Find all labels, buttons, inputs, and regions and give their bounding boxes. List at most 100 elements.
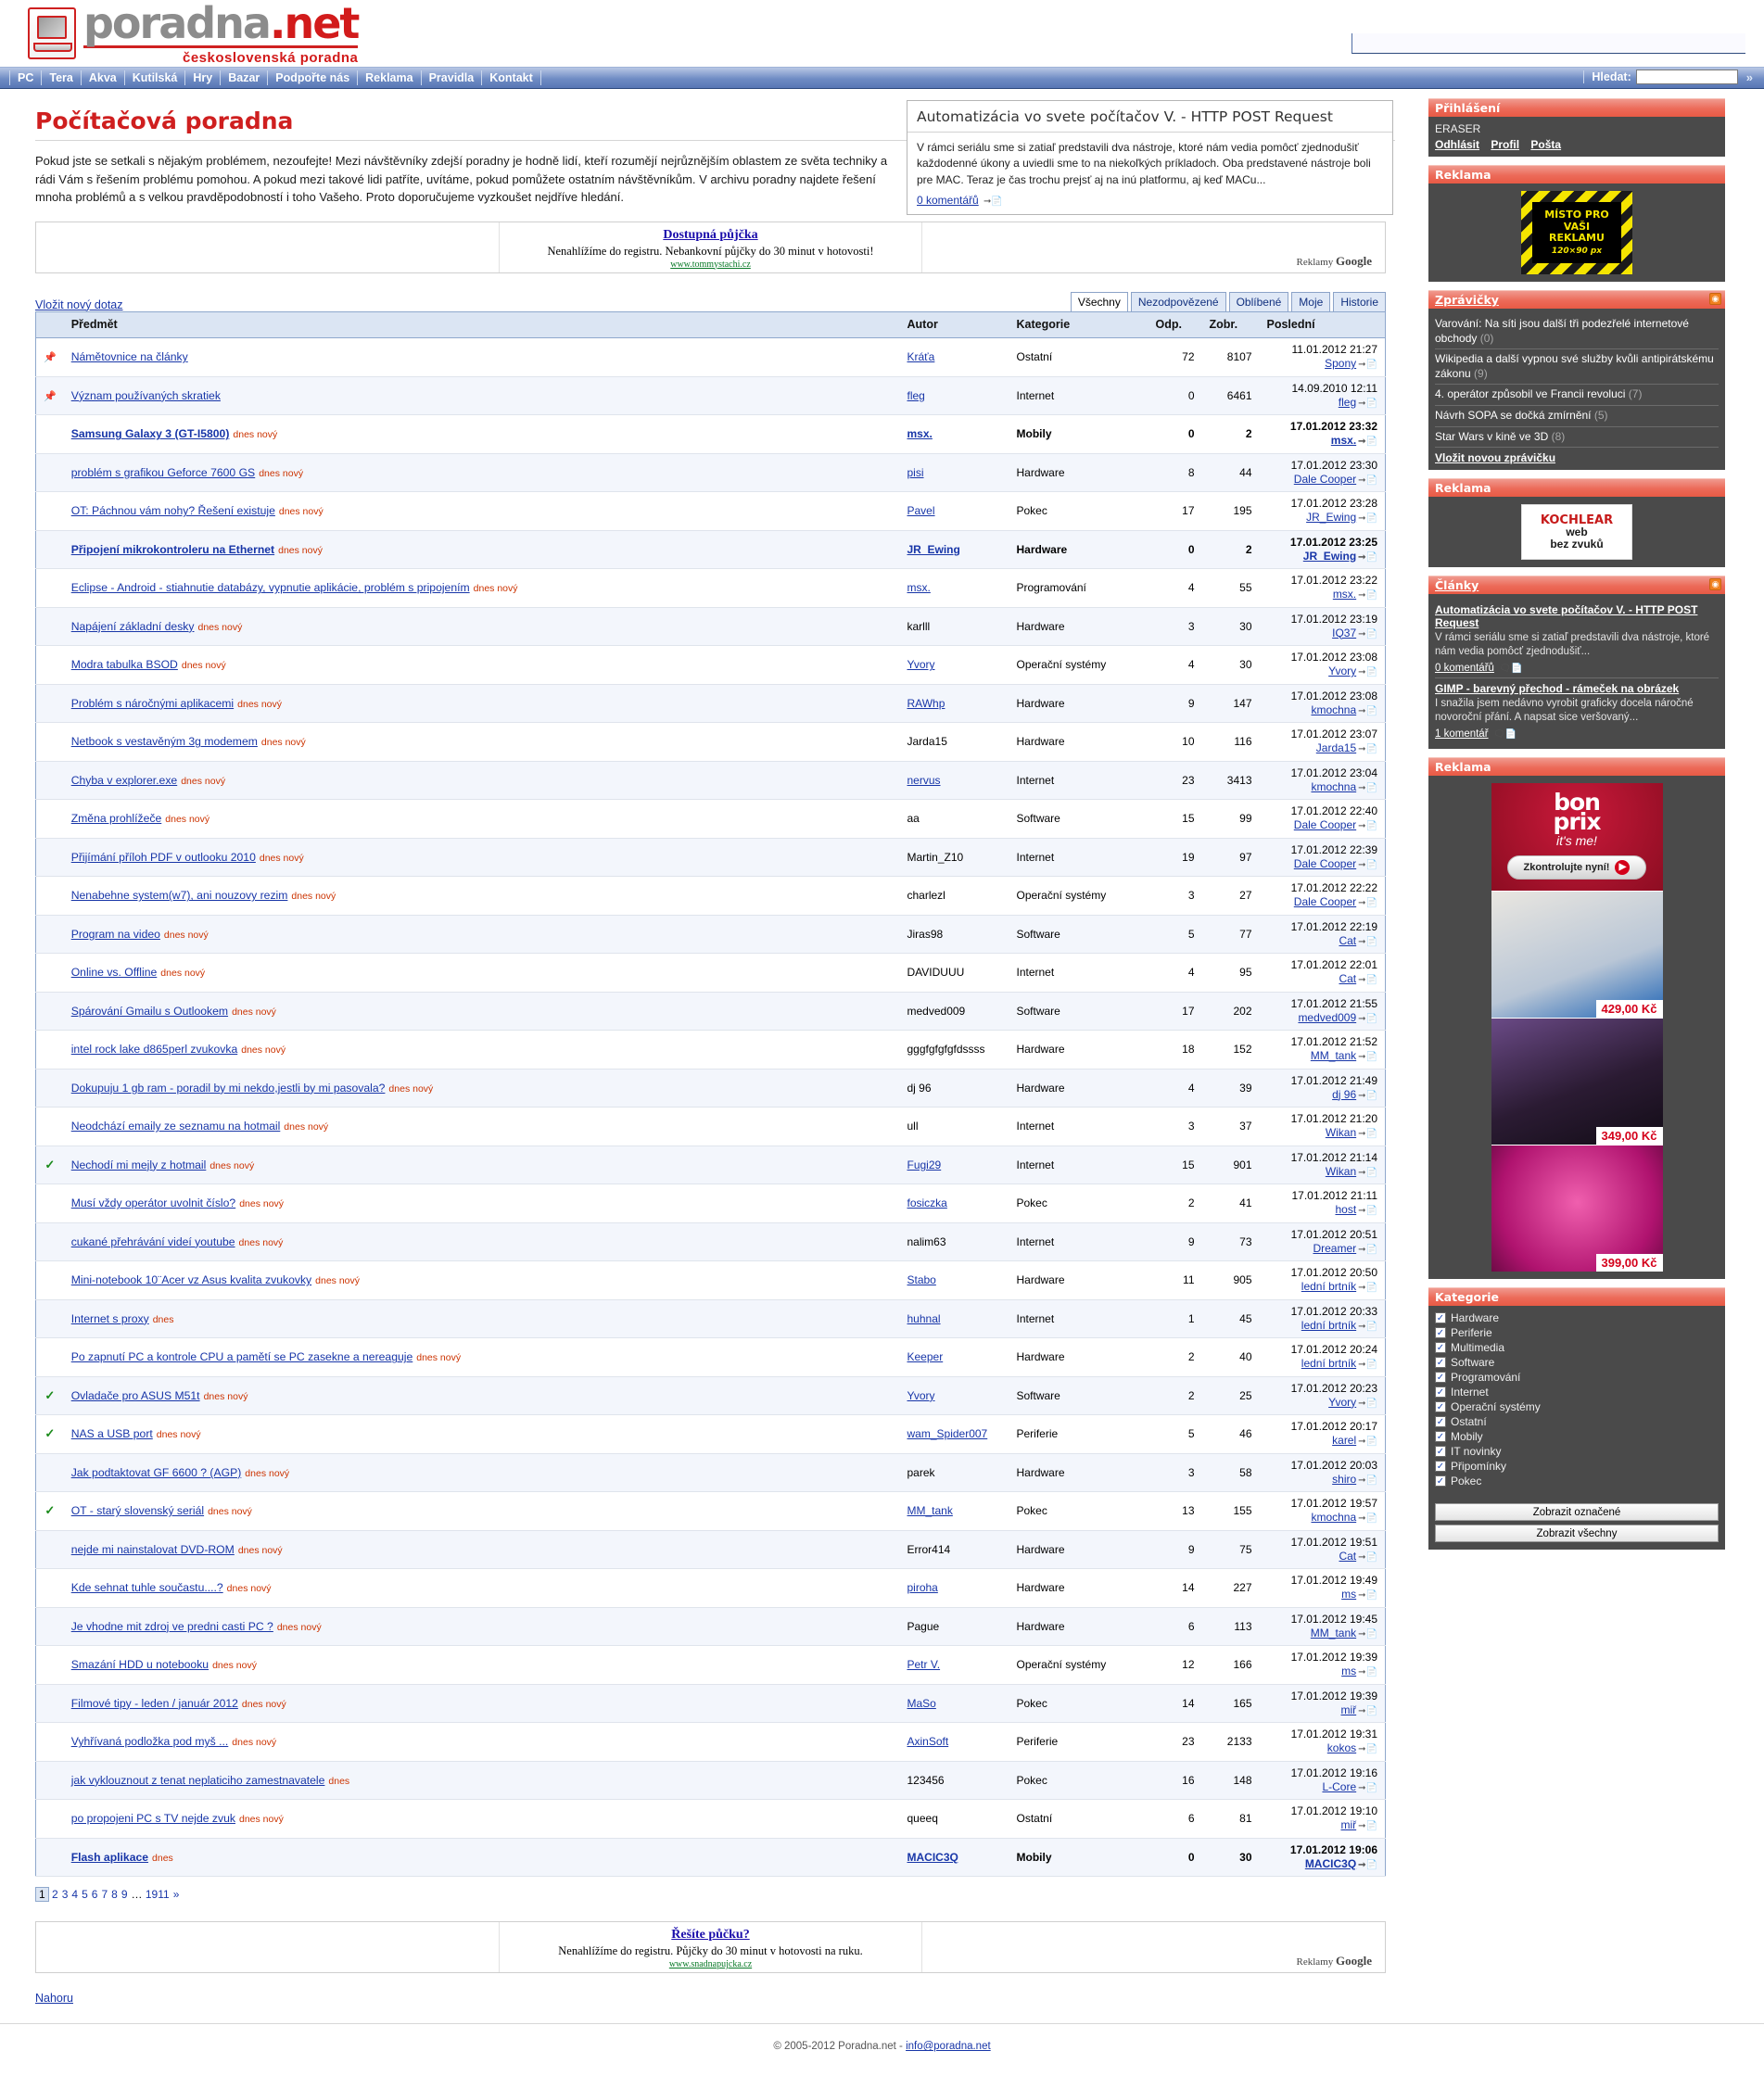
- topic-subject-cell[interactable]: Netbook s vestavěným 3g modemem dnes nový: [63, 722, 900, 762]
- search-submit-button[interactable]: »: [1745, 70, 1753, 84]
- topic-last-user-link[interactable]: L-Core: [1322, 1779, 1357, 1793]
- site-logo[interactable]: poradna.net československá poradna: [28, 0, 1764, 67]
- article-item-title[interactable]: GIMP - barevný přechod - rámeček na obrá…: [1435, 682, 1680, 696]
- topic-subject-cell[interactable]: Je vhodne mit zdroj ve predni casti PC ?…: [63, 1607, 900, 1647]
- table-row[interactable]: ✓ Ovladače pro ASUS M51t dnes nový Yvory Sof…: [35, 1376, 1386, 1416]
- goto-post-icon[interactable]: ➞📄: [1358, 360, 1377, 371]
- table-row[interactable]: intel rock lake d865perl zvukovka dnes no…: [35, 1030, 1386, 1070]
- topic-subject-link[interactable]: Musí vždy operátor uvolnit číslo?: [70, 1196, 236, 1210]
- table-row[interactable]: Smazání HDD u notebooku dnes nový Petr V. O…: [35, 1645, 1386, 1685]
- goto-post-icon[interactable]: ➞📄: [1358, 936, 1377, 947]
- featured-article-comments-link[interactable]: 0 komentářů: [917, 194, 979, 208]
- goto-post-icon[interactable]: ➞📄: [1358, 1206, 1377, 1217]
- topic-subject-cell[interactable]: Program na video dnes nový: [63, 915, 900, 955]
- topic-author-cell[interactable]: msx.: [899, 568, 1009, 608]
- topic-subject-cell[interactable]: Nechodí mi mejly z hotmail dnes nový: [63, 1146, 900, 1185]
- col-subject[interactable]: Předmět: [63, 311, 900, 339]
- topic-last-user-link[interactable]: kmochna: [1311, 1511, 1357, 1525]
- topic-subject-link[interactable]: cukané přehrávání videí youtube: [70, 1234, 235, 1248]
- goto-post-icon[interactable]: ➞📄: [1358, 1129, 1377, 1140]
- topic-subject-link[interactable]: Změna prohlížeče: [70, 812, 162, 826]
- topic-subject-cell[interactable]: Samsung Galaxy 3 (GT-I5800) dnes nový: [63, 414, 900, 454]
- topic-subject-cell[interactable]: Vyhřívaná podložka pod myš ... dnes nový: [63, 1722, 900, 1762]
- topic-subject-link[interactable]: Jak podtaktovat GF 6600 ? (AGP): [70, 1465, 242, 1479]
- topic-author-cell[interactable]: Stabo: [899, 1260, 1009, 1300]
- topic-subject-link[interactable]: Význam používaných skratiek: [70, 388, 221, 402]
- table-row[interactable]: Eclipse - Android - stiahnutie databázy,…: [35, 568, 1386, 608]
- goto-post-icon[interactable]: ➞📄: [1358, 437, 1377, 448]
- search-input[interactable]: [1635, 70, 1738, 84]
- table-row[interactable]: nejde mi nainstalovat DVD-ROM dnes nový Er…: [35, 1530, 1386, 1570]
- table-row[interactable]: Mini-notebook 10¨Acer vz Asus kvalita zv…: [35, 1260, 1386, 1300]
- tab-vsechny[interactable]: Všechny: [1070, 291, 1128, 311]
- topic-subject-link[interactable]: Internet s proxy: [70, 1311, 149, 1325]
- topic-subject-cell[interactable]: po propojeni PC s TV nejde zvuk dnes nový: [63, 1799, 900, 1839]
- pagination-last-page[interactable]: 1911: [145, 1888, 170, 1902]
- topic-last-user-link[interactable]: host: [1335, 1203, 1357, 1217]
- goto-post-icon[interactable]: ➞📄: [1358, 667, 1377, 678]
- back-to-top-link[interactable]: Nahoru: [35, 1992, 73, 2006]
- table-row[interactable]: Musí vždy operátor uvolnit číslo? dnes no…: [35, 1184, 1386, 1223]
- table-row[interactable]: Program na video dnes nový Jiras98 Software…: [35, 915, 1386, 955]
- topic-author-link[interactable]: piroha: [907, 1581, 938, 1595]
- goto-post-icon[interactable]: ➞📄: [1358, 1590, 1377, 1601]
- topic-author-link[interactable]: Yvory: [907, 658, 935, 672]
- add-news-link[interactable]: Vložit novou zprávičku: [1435, 451, 1556, 465]
- goto-post-icon[interactable]: ➞📄: [1358, 1052, 1377, 1063]
- topic-author-link[interactable]: Fugi29: [907, 1158, 942, 1171]
- pagination-page[interactable]: 4: [71, 1888, 79, 1902]
- table-row[interactable]: Online vs. Offline dnes nový DAVIDUUU Inter…: [35, 953, 1386, 993]
- topic-author-cell[interactable]: AxinSoft: [899, 1722, 1009, 1762]
- table-row[interactable]: Přijímání příloh PDF v outlooku 2010 dnes…: [35, 838, 1386, 878]
- topic-subject-cell[interactable]: NAS a USB port dnes nový: [63, 1414, 900, 1454]
- topic-author-link[interactable]: huhnal: [907, 1311, 941, 1325]
- goto-post-icon[interactable]: ➞📄: [1358, 1167, 1377, 1178]
- topic-last-user-link[interactable]: miř: [1340, 1703, 1357, 1716]
- topic-author-link[interactable]: RAWhp: [907, 696, 945, 710]
- news-item[interactable]: Wikipedia a další vypnou své služby kvůl…: [1435, 348, 1719, 384]
- add-news-row[interactable]: Vložit novou zprávičku: [1435, 447, 1719, 464]
- tab-oblibene[interactable]: Oblíbené: [1228, 291, 1289, 311]
- contact-email-link[interactable]: info@poradna.net: [906, 2041, 991, 2053]
- topic-author-cell[interactable]: Yvory: [899, 1376, 1009, 1416]
- rss-icon[interactable]: ◉: [1709, 293, 1721, 305]
- category-checkbox[interactable]: ✓: [1435, 1357, 1446, 1369]
- topic-subject-cell[interactable]: Význam používaných skratiek: [63, 376, 900, 416]
- topic-last-user-link[interactable]: kmochna: [1311, 779, 1357, 793]
- topic-subject-link[interactable]: jak vyklouznout z tenat neplaticiho zame…: [70, 1773, 325, 1787]
- news-item-link[interactable]: 4. operátor způsobil ve Francii revoluci: [1435, 387, 1626, 401]
- table-row[interactable]: Po zapnutí PC a kontrole CPU a pamětí se…: [35, 1337, 1386, 1377]
- topic-last-user-link[interactable]: Wikan: [1325, 1164, 1357, 1178]
- news-item[interactable]: Varování: Na síti jsou další tři podezře…: [1435, 314, 1719, 348]
- goto-post-icon[interactable]: ➞📄: [1358, 551, 1377, 563]
- table-row[interactable]: Vyhřívaná podložka pod myš ... dnes nový A…: [35, 1722, 1386, 1762]
- topic-last-user-link[interactable]: JR_Ewing: [1306, 511, 1357, 525]
- category-row[interactable]: ✓ Software: [1435, 1355, 1719, 1370]
- goto-post-icon[interactable]: ➞📄: [1358, 1283, 1377, 1294]
- topic-subject-cell[interactable]: Připojení mikrokontroleru na Ethernet dne…: [63, 530, 900, 570]
- goto-post-icon[interactable]: ➞📄: [1358, 1744, 1377, 1755]
- topic-last-user-link[interactable]: ms: [1341, 1665, 1357, 1678]
- table-row[interactable]: Modra tabulka BSOD dnes nový Yvory Operační…: [35, 645, 1386, 685]
- ad-placeholder-banner[interactable]: MÍSTO PRO VAŠI REKLAMU 120×90 px: [1521, 191, 1632, 274]
- news-header-link[interactable]: Zprávičky: [1435, 293, 1499, 307]
- profile-link[interactable]: Profil: [1491, 138, 1520, 151]
- show-all-button[interactable]: Zobrazit všechny: [1435, 1525, 1719, 1543]
- topic-subject-cell[interactable]: Problém s náročnými aplikacemi dnes nový: [63, 684, 900, 724]
- nav-item-kutilska[interactable]: Kutilská: [125, 70, 186, 85]
- pagination-page[interactable]: 6: [91, 1888, 98, 1902]
- category-checkbox[interactable]: ✓: [1435, 1431, 1446, 1443]
- topic-subject-link[interactable]: po propojeni PC s TV nejde zvuk: [70, 1812, 235, 1826]
- category-checkbox[interactable]: ✓: [1435, 1475, 1446, 1487]
- bonprix-product-tile[interactable]: 349,00 Kč: [1491, 1018, 1663, 1146]
- topic-subject-link[interactable]: Nechodí mi mejly z hotmail: [70, 1158, 207, 1171]
- topic-last-user-link[interactable]: karel: [1332, 1434, 1357, 1448]
- topic-subject-link[interactable]: Přijímání příloh PDF v outlooku 2010: [70, 850, 256, 864]
- topic-author-cell[interactable]: JR_Ewing: [899, 530, 1009, 570]
- category-checkbox[interactable]: ✓: [1435, 1342, 1446, 1354]
- article-item-comments[interactable]: 1 komentář 🗨📄: [1435, 728, 1517, 740]
- tab-moje[interactable]: Moje: [1291, 291, 1331, 311]
- goto-post-icon[interactable]: ➞📄: [1358, 1360, 1377, 1371]
- goto-post-icon[interactable]: ➞📄: [1358, 475, 1377, 486]
- topic-subject-link[interactable]: Problém s náročnými aplikacemi: [70, 696, 235, 710]
